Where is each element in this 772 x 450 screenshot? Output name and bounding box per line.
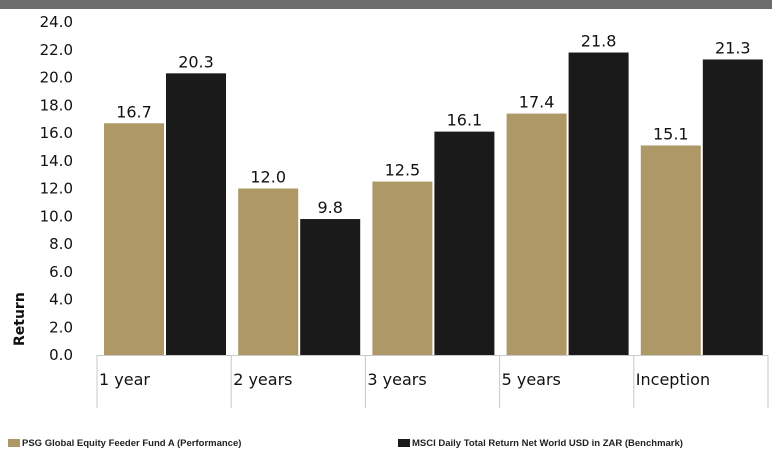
data-label: 21.8 bbox=[581, 32, 617, 51]
y-tick-label: 2.0 bbox=[49, 318, 73, 336]
bar-benchmark bbox=[166, 73, 226, 356]
x-tick-label: 5 years bbox=[502, 370, 561, 389]
bar-performance bbox=[372, 181, 433, 355]
bar-benchmark bbox=[568, 52, 629, 356]
y-tick-label: 12.0 bbox=[40, 180, 73, 198]
y-tick-label: 8.0 bbox=[49, 235, 73, 253]
y-tick-label: 10.0 bbox=[40, 207, 73, 225]
bar-benchmark bbox=[300, 219, 361, 355]
data-label: 15.1 bbox=[653, 124, 689, 143]
y-axis-label: Return bbox=[12, 292, 28, 346]
y-tick-label: 4.0 bbox=[49, 291, 73, 309]
data-label: 20.3 bbox=[178, 52, 214, 71]
legend-item-benchmark: MSCI Daily Total Return Net World USD in… bbox=[398, 436, 683, 450]
x-axis: 1 year 2 years 3 years 5 years Inception bbox=[96, 355, 769, 408]
header-bar bbox=[0, 0, 772, 9]
legend-label-performance: PSG Global Equity Feeder Fund A (Perform… bbox=[22, 437, 242, 449]
bar-benchmark bbox=[702, 59, 763, 356]
data-label: 17.4 bbox=[519, 93, 555, 112]
y-tick-label: 16.0 bbox=[40, 124, 73, 142]
bar-benchmark bbox=[434, 131, 495, 355]
y-tick-label: 14.0 bbox=[40, 152, 73, 170]
bar-performance bbox=[238, 188, 299, 355]
y-tick-label: 0.0 bbox=[49, 346, 73, 364]
y-tick-label: 20.0 bbox=[40, 69, 73, 87]
y-axis: 0.0 2.0 4.0 6.0 8.0 10.0 12.0 14.0 16.0 18.0 20.0 2… bbox=[40, 13, 73, 364]
data-label: 12.0 bbox=[250, 168, 286, 187]
legend-label-benchmark: MSCI Daily Total Return Net World USD in… bbox=[412, 437, 683, 449]
y-tick-label: 6.0 bbox=[49, 263, 73, 281]
x-tick-label: 1 year bbox=[99, 370, 150, 389]
y-tick-label: 18.0 bbox=[40, 96, 73, 114]
bar-performance bbox=[104, 123, 164, 355]
data-label: 9.8 bbox=[317, 198, 342, 217]
data-label: 16.1 bbox=[447, 111, 483, 130]
legend-swatch-benchmark bbox=[398, 439, 410, 447]
data-label: 21.3 bbox=[715, 38, 751, 57]
data-label: 16.7 bbox=[116, 102, 152, 121]
x-tick-label: Inception bbox=[636, 370, 710, 389]
legend-item-performance: PSG Global Equity Feeder Fund A (Perform… bbox=[8, 436, 241, 450]
data-label: 12.5 bbox=[385, 161, 421, 180]
legend-swatch-performance bbox=[8, 439, 20, 447]
y-tick-label: 24.0 bbox=[40, 13, 73, 31]
bar-performance bbox=[640, 145, 701, 355]
x-tick-label: 2 years bbox=[233, 370, 292, 389]
bars: 16.7 20.3 12.0 9.8 12.5 16.1 17.4 21.8 15.1 21.3 bbox=[104, 32, 763, 356]
x-tick-label: 3 years bbox=[367, 370, 426, 389]
y-tick-label: 22.0 bbox=[40, 41, 73, 59]
bar-performance bbox=[506, 113, 567, 355]
